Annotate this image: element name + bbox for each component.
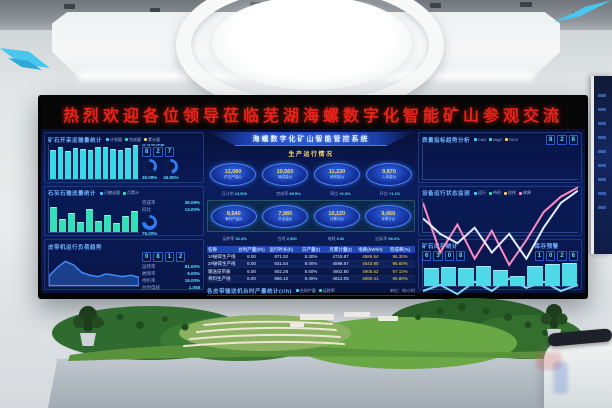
- led-video-wall: 热烈欢迎各位领导莅临芜湖海螺数字化智能矿山参观交流 矿石开采运输量统计 计划量完…: [38, 95, 588, 299]
- chart-legend: 台时产量 运转率: [295, 288, 335, 294]
- dashboard-subtitle: 生产运行情况: [288, 152, 334, 158]
- welcome-banner: 热烈欢迎各位领导莅临芜湖海螺数字化智能矿山参观交流: [41, 98, 585, 129]
- belt-output-bar-chart: [207, 295, 415, 296]
- ceiling-fixture: [520, 2, 532, 7]
- photo-watermark: [536, 352, 562, 370]
- gauge-row-2: 8,640 骨料产量(t) 7,980 外运量(t) 10,120 月累计(t) 9,450…: [207, 200, 415, 232]
- chart-unit-note: 单位：吨/小时: [389, 287, 415, 293]
- ceiling-fixture: [150, 8, 160, 13]
- white-podium: [544, 334, 612, 408]
- ceiling-fixture: [64, 4, 75, 9]
- production-table: 名称 台时产量(t/h) 运行时长(h) 日产量(t) 月累计量(t) 电耗(kWh/t)…: [207, 246, 415, 283]
- kpi-title: 生产完成率: [142, 144, 200, 146]
- pendant-light-disc: [212, 0, 412, 90]
- mine-scale-model: [48, 298, 583, 408]
- potted-plant-right: [540, 304, 568, 340]
- chart-legend: CaO MgO SiO2: [474, 137, 518, 142]
- belt-load-area-chart: [48, 251, 139, 288]
- panel-title: 矿石开采运输量统计: [48, 137, 103, 144]
- panel-title: 各皮带输送机台时产量统计(t/h): [207, 288, 292, 295]
- photo-watermark: [553, 362, 568, 394]
- equipment-status-line-chart: [422, 197, 578, 234]
- model-buildings: [290, 312, 398, 327]
- kpi-stats: 完成率 36.09% 同比 13.00%: [142, 199, 200, 212]
- stock-pie-chart: 75.00%: [142, 214, 200, 236]
- kpi-donut-gauges: 36.09% 45.80%: [142, 158, 200, 180]
- side-vertical-monitor: [591, 76, 612, 254]
- panel-title: 矿石库存统计: [422, 244, 459, 251]
- ceiling-fixture: [430, 3, 441, 8]
- panel-title: 设备运行状态监测: [422, 191, 471, 198]
- kpi-title: 库存预警: [534, 244, 559, 251]
- panel-title: 石灰石输送量统计: [48, 191, 97, 198]
- chart-legend: 计划量 完成量 累计量: [106, 137, 160, 143]
- belt-output-section: 各皮带输送机台时产量统计(t/h) 台时产量 运转率 单位：吨/小时: [207, 286, 415, 296]
- kpi-stats: 运转率 81.00% 故障率 9.00% 待机率 16.00% 台时电耗 1.058: [142, 264, 200, 291]
- chart-legend: 日输送量 月累计: [100, 190, 139, 196]
- panel-title: 皮带机运行负荷趋势: [48, 244, 103, 251]
- dashboard-center-column: 海螺数字化矿山智能管控系统 生产运行情况 12,080 矿石产量(t) 10,560…: [207, 132, 415, 296]
- stat-strip-1: 日计划 13,500 完成率 89.5% 同比 +2.3% 环比 +1.1%: [221, 190, 401, 196]
- chart-legend: 运行 待机 检修 故障: [474, 190, 531, 196]
- production-bar-chart: [48, 144, 139, 180]
- dashboard-title: 海螺数字化矿山智能管控系统: [207, 132, 415, 146]
- gauge-row-1: 12,080 矿石产量(t) 10,560 输送量(t) 11,230 破碎量(t) 9,8…: [207, 161, 415, 187]
- panel-title: 质量指标趋势分析: [422, 137, 471, 144]
- potted-plant-left: [73, 306, 103, 346]
- stock-bar-chart: [422, 258, 578, 288]
- model-terraces: [183, 320, 345, 347]
- transport-bar-chart: [48, 197, 139, 234]
- quality-line-chart: [422, 144, 578, 180]
- stat-strip-2: 运转率 92.4% 台时 2,350 电耗 0.92 达标率 98.2%: [222, 235, 400, 241]
